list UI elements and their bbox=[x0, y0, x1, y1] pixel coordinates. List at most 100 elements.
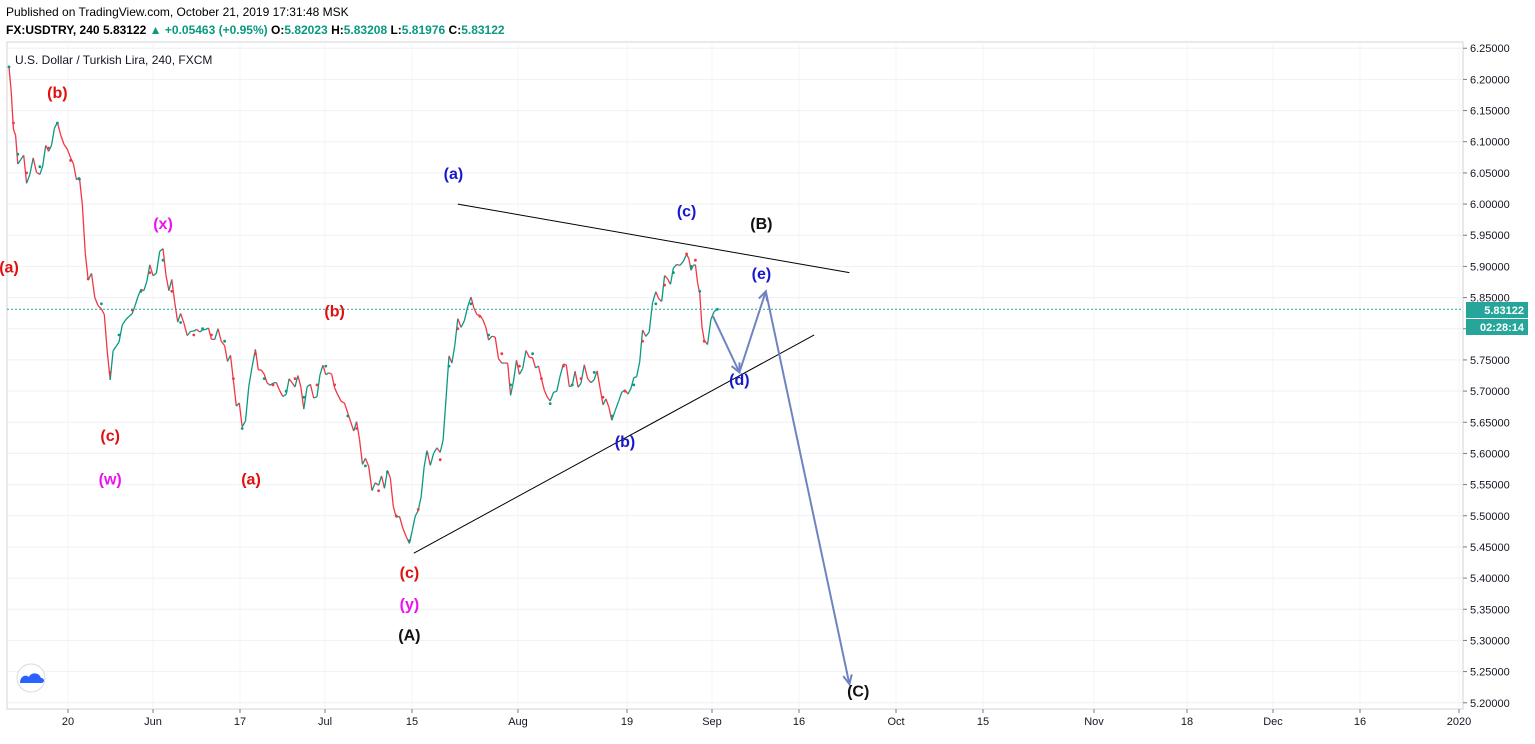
price-segment bbox=[553, 390, 558, 394]
series-point bbox=[377, 489, 380, 493]
series-point bbox=[540, 377, 543, 380]
price-chart[interactable]: (b) (a) (c) (w) (x) (a) (b) (c) (y) (A) (a) (b) (c) (… bbox=[0, 40, 1535, 744]
price-segment bbox=[648, 302, 654, 333]
price-segment bbox=[583, 364, 589, 379]
wave-label: (a) bbox=[241, 472, 261, 489]
price-segment bbox=[593, 370, 598, 380]
wave-label: (B) bbox=[750, 216, 772, 233]
price-segment bbox=[436, 447, 441, 453]
price-segment bbox=[186, 331, 192, 337]
price-segment bbox=[260, 369, 265, 375]
series-point bbox=[592, 371, 596, 374]
price-segment bbox=[371, 482, 376, 491]
price-segment bbox=[238, 402, 243, 427]
price-segment bbox=[337, 394, 342, 402]
wave-label: (b) bbox=[47, 85, 67, 102]
price-segment bbox=[454, 318, 459, 345]
wave-labels: (b) (a) (c) (w) (x) (a) (b) (c) (y) (A) (a) (b) (c) (… bbox=[0, 85, 869, 700]
price-segment bbox=[266, 382, 271, 386]
price-segment bbox=[300, 387, 305, 410]
price-segment bbox=[229, 355, 235, 381]
price-segment bbox=[706, 319, 712, 345]
price-segment bbox=[220, 340, 226, 347]
series-point bbox=[254, 352, 257, 356]
price-segment bbox=[72, 163, 78, 180]
price-segment bbox=[699, 293, 703, 328]
time-tick-label: 19 bbox=[621, 716, 633, 728]
price-segment bbox=[97, 305, 102, 310]
series-point bbox=[364, 464, 367, 468]
price-segment bbox=[543, 389, 548, 398]
series-point bbox=[12, 121, 15, 125]
time-axis[interactable]: 20 Jun 17 Jul 15 Aug 19 Sep 16 Oct 15 Nov 18 Dec 16 202… bbox=[62, 709, 1471, 728]
series-point bbox=[698, 289, 702, 293]
price-segment bbox=[642, 329, 647, 337]
triangle-lower-trendline[interactable] bbox=[413, 334, 815, 554]
plot-area[interactable] bbox=[6, 41, 1464, 710]
price-segment bbox=[343, 402, 349, 414]
price-segment bbox=[491, 335, 496, 338]
price-segment bbox=[580, 364, 585, 384]
wave-label: (b) bbox=[615, 434, 635, 451]
series-point bbox=[117, 333, 121, 337]
price-segment bbox=[325, 372, 330, 376]
projection-segment[interactable] bbox=[712, 315, 741, 373]
price-segment bbox=[398, 516, 404, 529]
projection-segment[interactable] bbox=[738, 291, 767, 373]
price-segment bbox=[396, 515, 400, 518]
price-segment bbox=[571, 371, 576, 386]
price-segment bbox=[103, 314, 108, 353]
price-segment bbox=[515, 360, 521, 375]
price-segment bbox=[179, 313, 185, 324]
price-segment bbox=[112, 346, 117, 352]
wave-label: (x) bbox=[153, 216, 173, 233]
price-segment bbox=[297, 375, 302, 388]
price-axis[interactable]: 6.25000 6.20000 6.15000 6.10000 6.05000 6.000… bbox=[1463, 43, 1510, 710]
series-point bbox=[148, 271, 152, 274]
high-value: 5.83208 bbox=[343, 23, 388, 37]
price-tick-label: 5.50000 bbox=[1470, 511, 1510, 523]
countdown-label: 02:28:14 bbox=[1480, 322, 1525, 334]
series-point bbox=[192, 333, 196, 337]
series-point bbox=[346, 414, 350, 418]
price-segment bbox=[214, 328, 219, 340]
wave-label: (w) bbox=[99, 472, 122, 489]
time-tick-label: 16 bbox=[793, 716, 805, 728]
price-segment bbox=[313, 396, 318, 399]
wave-label: (b) bbox=[324, 303, 344, 320]
close-value: 5.83122 bbox=[461, 23, 505, 37]
series-point bbox=[69, 159, 72, 162]
series-point bbox=[16, 152, 20, 156]
price-segment bbox=[39, 165, 44, 175]
series-point bbox=[284, 389, 288, 393]
triangle-upper-trendline[interactable] bbox=[457, 203, 850, 274]
price-tick-label: 5.65000 bbox=[1470, 417, 1510, 429]
chart-header: Published on TradingView.com, October 21… bbox=[0, 0, 1535, 40]
tradingview-logo[interactable] bbox=[16, 663, 46, 693]
price-segment bbox=[66, 148, 72, 158]
trendlines[interactable] bbox=[413, 203, 850, 554]
price-tick-label: 6.25000 bbox=[1470, 43, 1510, 55]
projection-path[interactable] bbox=[712, 289, 853, 687]
time-tick-label: Oct bbox=[887, 716, 904, 728]
price-segment bbox=[288, 378, 293, 384]
price-segment bbox=[165, 274, 170, 291]
series-point bbox=[324, 364, 328, 368]
price-segment bbox=[149, 264, 154, 276]
series-point bbox=[86, 277, 90, 281]
low-value: 5.81976 bbox=[401, 23, 446, 37]
price-segment bbox=[223, 345, 229, 362]
series-point bbox=[689, 265, 693, 268]
projection-segment[interactable] bbox=[764, 291, 851, 685]
price-segment bbox=[8, 66, 12, 92]
series-point bbox=[161, 258, 165, 262]
price-segment bbox=[380, 475, 386, 489]
price-segment bbox=[666, 278, 672, 285]
price-segment bbox=[248, 366, 253, 387]
price-segment bbox=[587, 378, 592, 384]
price-segment bbox=[694, 264, 699, 283]
price-segment bbox=[340, 400, 345, 404]
series-point bbox=[302, 395, 306, 399]
chart-title: U.S. Dollar / Turkish Lira, 240, FXCM bbox=[15, 53, 212, 67]
time-tick-label: 20 bbox=[62, 716, 74, 728]
